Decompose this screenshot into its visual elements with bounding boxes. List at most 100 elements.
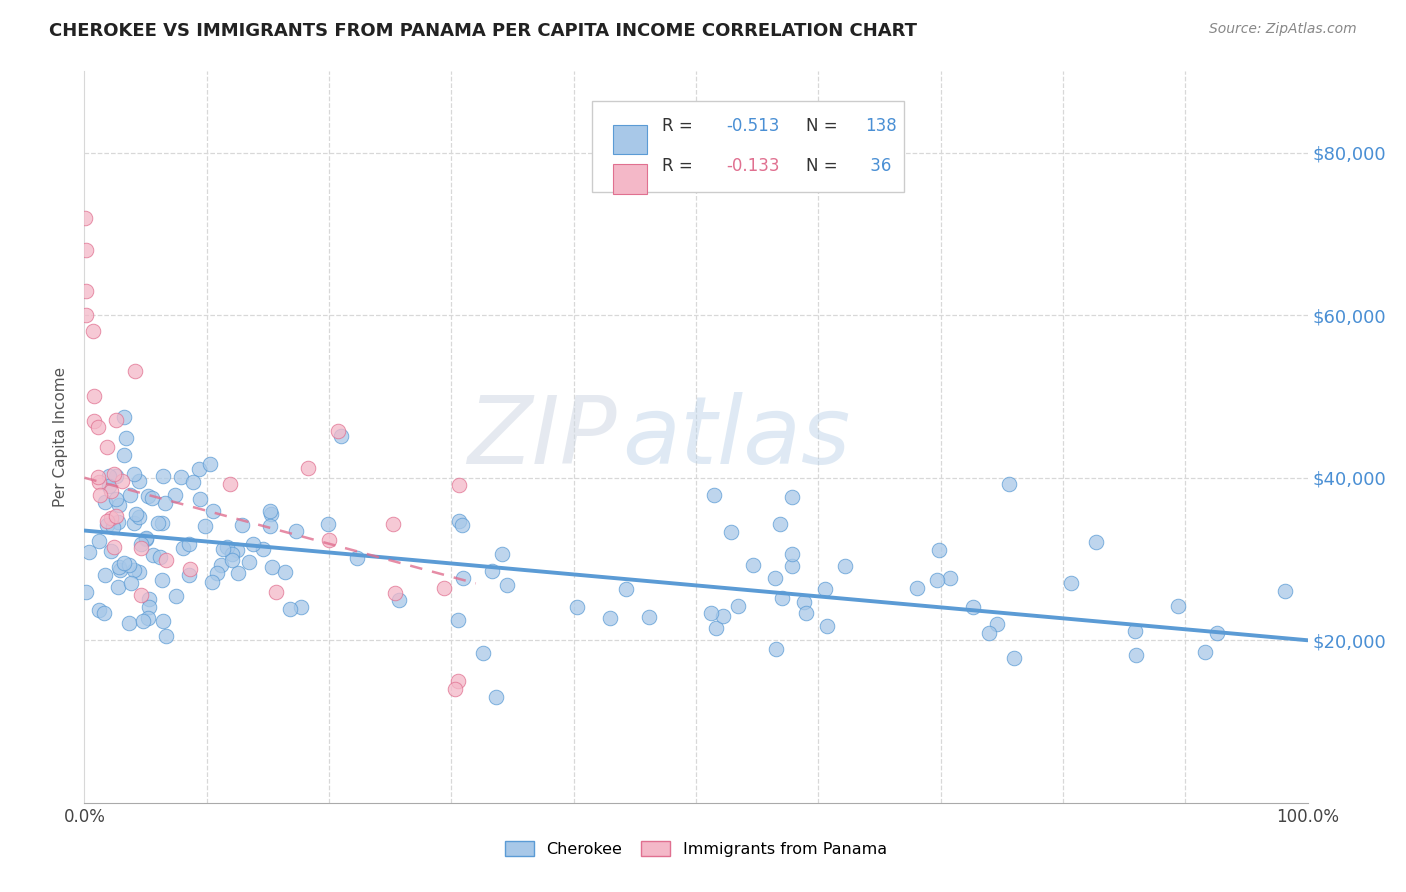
Point (565, 599, 588, 614)
Point (485, 690, 508, 705)
Point (105, 469, 128, 483)
Text: R =: R = (662, 157, 697, 175)
Point (100, 543, 122, 558)
Point (449, 514, 471, 528)
Point (177, 536, 200, 550)
Point (105, 509, 128, 524)
Point (221, 553, 243, 567)
Point (763, 571, 786, 585)
Point (181, 475, 204, 489)
Point (219, 477, 242, 491)
Point (100, 483, 122, 498)
Point (1060, 575, 1083, 590)
Point (451, 517, 474, 532)
Point (96, 517, 118, 532)
Point (472, 646, 495, 660)
Point (152, 468, 174, 483)
Point (105, 492, 128, 507)
Text: CHEROKEE VS IMMIGRANTS FROM PANAMA PER CAPITA INCOME CORRELATION CHART: CHEROKEE VS IMMIGRANTS FROM PANAMA PER C… (49, 22, 917, 40)
Point (138, 611, 160, 625)
FancyBboxPatch shape (613, 125, 647, 154)
Point (259, 504, 281, 518)
Point (998, 476, 1021, 491)
Point (274, 565, 297, 579)
Point (318, 533, 340, 547)
Point (925, 573, 948, 587)
Point (297, 461, 319, 475)
Point (87, 470, 110, 484)
Point (122, 563, 145, 577)
Point (169, 470, 191, 484)
Point (780, 490, 803, 504)
Point (962, 599, 984, 614)
Point (188, 491, 211, 506)
Point (96, 441, 118, 455)
Point (114, 448, 136, 462)
Point (704, 621, 727, 635)
Point (128, 474, 150, 488)
Point (201, 504, 224, 518)
Point (146, 516, 169, 530)
Text: -0.513: -0.513 (727, 117, 780, 136)
Point (209, 558, 232, 573)
Point (1123, 624, 1146, 638)
Point (447, 613, 470, 627)
Point (165, 589, 187, 603)
Point (215, 540, 238, 554)
Point (75, 284, 97, 298)
Point (108, 498, 131, 512)
Point (87, 475, 110, 489)
Point (108, 562, 131, 576)
Point (326, 424, 349, 438)
Point (1167, 599, 1189, 614)
Point (150, 573, 173, 587)
Point (720, 524, 742, 539)
Point (107, 559, 129, 574)
Point (101, 520, 124, 534)
Point (780, 559, 803, 574)
Legend: Cherokee, Immigrants from Panama: Cherokee, Immigrants from Panama (505, 841, 887, 857)
Point (82, 325, 104, 339)
Point (221, 548, 243, 562)
Point (201, 575, 224, 590)
Point (87, 420, 110, 434)
Point (1085, 535, 1108, 549)
Point (155, 629, 177, 643)
Point (977, 625, 1000, 640)
Point (382, 516, 405, 531)
Point (104, 413, 127, 427)
Point (765, 642, 787, 657)
Point (112, 410, 135, 425)
Point (316, 516, 339, 531)
Point (129, 588, 152, 602)
Point (231, 518, 253, 533)
FancyBboxPatch shape (592, 101, 904, 192)
Point (94, 568, 117, 582)
Point (94, 495, 117, 509)
Point (89, 488, 111, 502)
Text: Source: ZipAtlas.com: Source: ZipAtlas.com (1209, 22, 1357, 37)
Text: 36: 36 (865, 157, 891, 175)
Point (122, 516, 145, 530)
Point (447, 674, 470, 689)
Point (155, 496, 177, 510)
Point (77, 545, 100, 559)
Point (262, 559, 284, 574)
Point (117, 558, 139, 572)
Point (252, 541, 274, 556)
Point (75, 585, 97, 599)
Point (124, 507, 146, 521)
Point (1002, 651, 1025, 665)
Point (794, 606, 817, 620)
Point (285, 524, 308, 538)
Point (187, 462, 209, 476)
Point (727, 599, 749, 614)
Point (149, 549, 172, 564)
Point (793, 595, 815, 609)
Text: R =: R = (662, 117, 697, 136)
Point (152, 614, 174, 628)
Point (150, 516, 173, 531)
Point (128, 565, 150, 579)
Point (815, 618, 838, 632)
Point (700, 606, 723, 620)
